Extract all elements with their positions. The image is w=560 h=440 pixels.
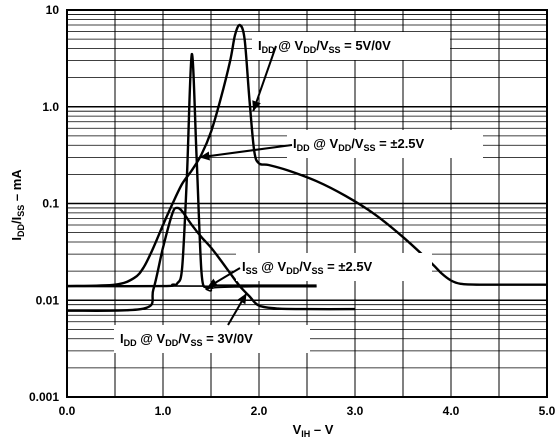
arrow-head bbox=[237, 293, 247, 305]
series-line-3 bbox=[66, 285, 317, 292]
annotations: IDD @ VDD/VSS = 5V/0V IDD @ VDD/VSS = ±2.… bbox=[114, 32, 483, 353]
y-tick-label: 0.01 bbox=[36, 293, 60, 307]
annotation-bg bbox=[287, 130, 483, 158]
x-axis-label: VIH – V bbox=[293, 422, 334, 439]
annotation-4: IDD @ VDD/VSS = 3V/0V bbox=[120, 331, 253, 348]
x-tick-label: 1.0 bbox=[155, 404, 172, 418]
annotation-arrow bbox=[252, 45, 277, 112]
y-tick-label: 1.0 bbox=[42, 100, 59, 114]
y-tick-label: 0.1 bbox=[42, 197, 59, 211]
x-tick-labels: 0.0 1.0 2.0 3.0 4.0 5.0 bbox=[59, 404, 556, 418]
annotation-1: IDD @ VDD/VSS = 5V/0V bbox=[258, 38, 391, 55]
arrow-head bbox=[199, 151, 210, 161]
x-tick-label: 3.0 bbox=[347, 404, 364, 418]
annotation-bg bbox=[236, 253, 432, 281]
y-tick-label: 10 bbox=[46, 3, 60, 17]
series-line-4 bbox=[66, 206, 356, 313]
arrow-head bbox=[207, 278, 219, 288]
annotation-2: IDD @ VDD/VSS = ±2.5V bbox=[293, 136, 425, 153]
annotation-3: ISS @ VDD/VSS = ±2.5V bbox=[242, 259, 373, 276]
annotation-bg bbox=[252, 32, 450, 60]
x-tick-label: 4.0 bbox=[443, 404, 460, 418]
x-tick-label: 0.0 bbox=[59, 404, 76, 418]
x-tick-label: 2.0 bbox=[251, 404, 268, 418]
y-tick-labels: 0.001 0.01 0.1 1.0 10 bbox=[29, 3, 59, 404]
annotation-bg bbox=[114, 325, 310, 353]
y-tick-label: 0.001 bbox=[29, 390, 59, 404]
x-tick-label: 5.0 bbox=[539, 404, 556, 418]
y-axis-label: IDD/ISS – mA bbox=[9, 169, 26, 241]
plot-frame bbox=[66, 9, 548, 398]
annotation-arrow bbox=[199, 144, 293, 159]
arrow-head bbox=[252, 100, 261, 112]
